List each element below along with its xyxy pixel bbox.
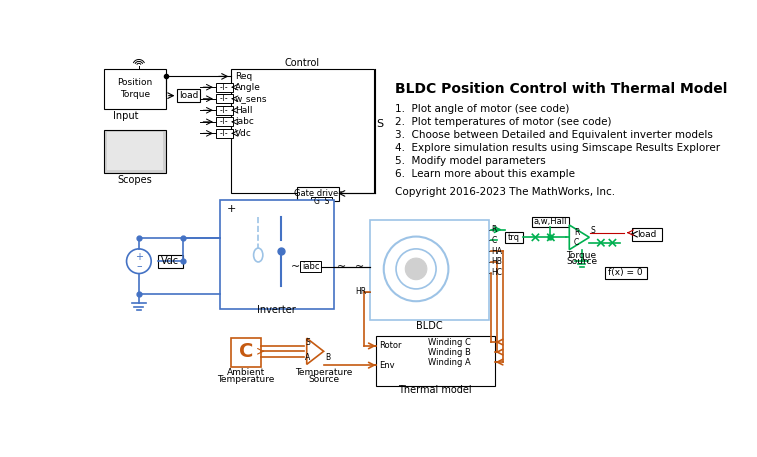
- Bar: [216, 129, 233, 138]
- Text: 1.  Plot angle of motor (see code): 1. Plot angle of motor (see code): [395, 104, 570, 114]
- Text: Copyright 2016-2023 The MathWorks, Inc.: Copyright 2016-2023 The MathWorks, Inc.: [395, 187, 615, 197]
- Text: HB: HB: [491, 257, 503, 266]
- Text: Source: Source: [308, 374, 339, 383]
- Text: BLDC: BLDC: [416, 321, 443, 331]
- Text: R: R: [491, 225, 497, 234]
- Text: -T-: -T-: [220, 94, 229, 103]
- Text: -T-: -T-: [220, 129, 229, 138]
- Bar: [158, 255, 182, 268]
- Text: Hall: Hall: [235, 106, 253, 115]
- Text: S: S: [376, 119, 383, 129]
- Text: Winding A: Winding A: [428, 357, 470, 367]
- Circle shape: [384, 237, 448, 301]
- Text: Torque: Torque: [120, 90, 150, 99]
- Text: R: R: [574, 228, 579, 237]
- Text: S: S: [590, 226, 595, 235]
- Bar: [216, 117, 233, 127]
- Circle shape: [396, 249, 436, 289]
- Bar: [232, 338, 260, 367]
- Text: A: A: [305, 353, 310, 362]
- Text: Temperature: Temperature: [217, 374, 275, 383]
- Bar: [297, 187, 339, 201]
- Text: ~: ~: [291, 261, 300, 271]
- Text: Inverter: Inverter: [257, 305, 296, 315]
- Text: -T-: -T-: [220, 117, 229, 126]
- Text: iabc: iabc: [235, 117, 254, 126]
- Text: C: C: [238, 342, 253, 361]
- Text: Angle: Angle: [235, 83, 261, 92]
- Text: Position: Position: [117, 78, 153, 87]
- Text: Thermal model: Thermal model: [398, 385, 472, 395]
- Text: Req: Req: [235, 72, 252, 81]
- Text: Temperature: Temperature: [295, 368, 352, 377]
- Text: +: +: [226, 204, 236, 214]
- Bar: [216, 83, 233, 92]
- Bar: [220, 200, 334, 309]
- Text: a,w,Hall: a,w,Hall: [533, 218, 567, 226]
- Text: HR: HR: [355, 287, 366, 297]
- Text: f(x) = 0: f(x) = 0: [608, 268, 643, 277]
- Bar: [531, 217, 569, 227]
- Circle shape: [405, 258, 427, 280]
- Bar: [376, 336, 495, 386]
- Text: 6.  Learn more about this example: 6. Learn more about this example: [395, 169, 575, 179]
- Text: Winding B: Winding B: [428, 348, 471, 356]
- Text: Scopes: Scopes: [117, 175, 152, 185]
- Text: G  S: G S: [313, 197, 329, 207]
- Text: C: C: [491, 236, 497, 245]
- Text: B: B: [326, 353, 330, 362]
- Bar: [370, 220, 489, 320]
- Text: Winding C: Winding C: [428, 338, 471, 346]
- Text: Input: Input: [113, 112, 139, 122]
- Text: iabc: iabc: [302, 262, 319, 271]
- Bar: [310, 197, 332, 207]
- Text: -T-: -T-: [220, 106, 229, 115]
- Text: Vdc: Vdc: [235, 129, 252, 138]
- Text: –: –: [136, 261, 142, 271]
- Bar: [300, 261, 322, 272]
- Bar: [107, 132, 163, 170]
- Text: S: S: [305, 338, 310, 347]
- Polygon shape: [569, 225, 589, 250]
- Text: 4.  Explore simulation results using Simscape Results Explorer: 4. Explore simulation results using Sims…: [395, 143, 721, 153]
- Text: Source: Source: [566, 257, 597, 266]
- Text: C: C: [574, 238, 579, 247]
- Text: 3.  Choose between Detailed and Equivalent inverter models: 3. Choose between Detailed and Equivalen…: [395, 130, 713, 140]
- Text: load: load: [637, 230, 657, 239]
- Bar: [631, 228, 662, 241]
- Text: trq: trq: [508, 233, 520, 242]
- Polygon shape: [307, 338, 324, 364]
- Text: Control: Control: [285, 58, 319, 68]
- Text: Gate driver: Gate driver: [294, 189, 341, 198]
- Text: BLDC Position Control with Thermal Model: BLDC Position Control with Thermal Model: [395, 83, 727, 96]
- Ellipse shape: [254, 248, 263, 262]
- Text: Vdc: Vdc: [161, 256, 179, 266]
- Text: 2.  Plot temperatures of motor (see code): 2. Plot temperatures of motor (see code): [395, 117, 612, 127]
- Text: ~: ~: [355, 261, 364, 271]
- Bar: [216, 94, 233, 103]
- Text: load: load: [179, 91, 198, 100]
- Text: 5.  Modify model parameters: 5. Modify model parameters: [395, 156, 546, 166]
- Bar: [505, 232, 523, 243]
- Text: Rotor: Rotor: [379, 341, 402, 351]
- Bar: [216, 106, 233, 115]
- Text: Ambient: Ambient: [227, 368, 265, 377]
- Text: Env: Env: [379, 361, 394, 370]
- Bar: [605, 266, 647, 279]
- Bar: [104, 130, 166, 173]
- Circle shape: [126, 249, 151, 274]
- Text: -T-: -T-: [220, 83, 229, 92]
- Text: +: +: [135, 252, 143, 262]
- Text: w_sens: w_sens: [235, 94, 268, 103]
- Bar: [104, 69, 166, 109]
- Text: HC: HC: [491, 268, 503, 277]
- Bar: [177, 90, 201, 102]
- Text: HA: HA: [491, 247, 503, 255]
- Bar: [232, 69, 374, 193]
- Text: ~: ~: [337, 261, 346, 271]
- Text: Torque: Torque: [566, 250, 597, 260]
